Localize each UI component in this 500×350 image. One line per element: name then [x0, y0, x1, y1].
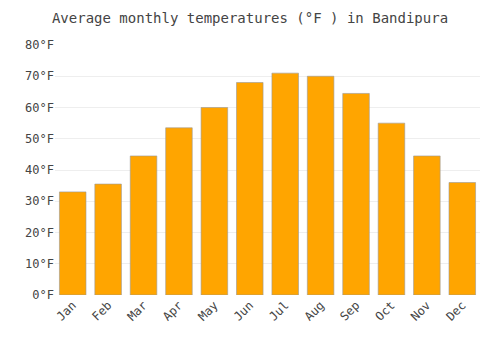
svg-text:Jul: Jul	[266, 298, 291, 323]
svg-text:80°F: 80°F	[25, 38, 54, 52]
svg-text:Dec: Dec	[443, 298, 468, 323]
svg-text:40°F: 40°F	[25, 163, 54, 177]
svg-text:Apr: Apr	[160, 298, 185, 323]
svg-text:10°F: 10°F	[25, 257, 54, 271]
svg-text:Aug: Aug	[302, 298, 327, 323]
svg-text:20°F: 20°F	[25, 226, 54, 240]
svg-text:Nov: Nov	[408, 298, 433, 323]
svg-text:Jun: Jun	[231, 298, 256, 323]
svg-text:Average monthly temperatures (: Average monthly temperatures (°F ) in Ba…	[52, 10, 448, 26]
svg-text:Oct: Oct	[373, 298, 398, 323]
svg-text:Feb: Feb	[89, 298, 114, 323]
svg-text:60°F: 60°F	[25, 101, 54, 115]
svg-text:Jan: Jan	[54, 298, 79, 323]
svg-text:Mar: Mar	[125, 298, 150, 323]
svg-text:Sep: Sep	[337, 298, 362, 323]
svg-text:0°F: 0°F	[32, 288, 54, 302]
svg-text:May: May	[196, 298, 221, 323]
svg-text:30°F: 30°F	[25, 194, 54, 208]
svg-text:70°F: 70°F	[25, 69, 54, 83]
svg-text:50°F: 50°F	[25, 132, 54, 146]
